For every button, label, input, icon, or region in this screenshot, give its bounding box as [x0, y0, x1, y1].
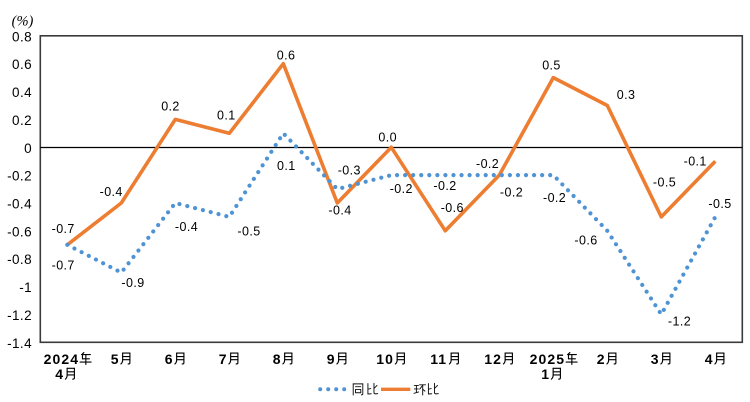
svg-text:-0.2: -0.2 [476, 157, 499, 171]
svg-text:-1.2: -1.2 [7, 308, 32, 323]
svg-text:(%): (%) [12, 14, 34, 30]
svg-text:-1.4: -1.4 [7, 336, 32, 351]
svg-text:6: 6 [165, 351, 174, 367]
svg-text:-0.2: -0.2 [390, 182, 413, 196]
svg-text:4: 4 [705, 351, 714, 367]
svg-text:4: 4 [55, 366, 64, 382]
svg-text:-0.2: -0.2 [433, 179, 456, 193]
svg-text:-0.6: -0.6 [574, 234, 597, 248]
svg-text:0.2: 0.2 [12, 113, 32, 128]
svg-text:-1: -1 [19, 280, 32, 295]
svg-text:-0.2: -0.2 [500, 185, 523, 199]
svg-text:5: 5 [111, 351, 120, 367]
svg-text:12: 12 [484, 351, 502, 367]
svg-text:-0.4: -0.4 [100, 185, 123, 199]
svg-text:-0.7: -0.7 [52, 222, 75, 236]
svg-text:-0.2: -0.2 [543, 191, 566, 205]
svg-text:0.8: 0.8 [12, 29, 32, 44]
svg-text:-0.6: -0.6 [441, 201, 464, 215]
svg-text:-0.6: -0.6 [7, 224, 32, 239]
svg-text:0.1: 0.1 [277, 159, 296, 173]
svg-text:7: 7 [219, 351, 228, 367]
svg-text:-0.7: -0.7 [52, 259, 75, 273]
svg-text:0.0: 0.0 [378, 131, 397, 145]
svg-text:-0.4: -0.4 [175, 220, 198, 234]
svg-text:1: 1 [541, 366, 550, 382]
svg-text:-0.8: -0.8 [7, 252, 32, 267]
svg-text:0.3: 0.3 [617, 88, 636, 102]
svg-text:-0.5: -0.5 [708, 197, 731, 211]
svg-text:-0.1: -0.1 [684, 154, 707, 168]
svg-text:-1.2: -1.2 [668, 315, 691, 329]
svg-text:10: 10 [376, 351, 394, 367]
svg-text:11: 11 [430, 351, 447, 367]
svg-text:2025: 2025 [530, 351, 566, 367]
svg-text:0.4: 0.4 [12, 85, 32, 100]
svg-text:0.5: 0.5 [542, 59, 561, 73]
svg-text:0.6: 0.6 [12, 57, 32, 72]
svg-text:0.2: 0.2 [161, 100, 180, 114]
svg-text:-0.5: -0.5 [653, 176, 676, 190]
svg-text:2: 2 [597, 351, 606, 367]
svg-text:-0.4: -0.4 [328, 204, 351, 218]
svg-text:0: 0 [24, 141, 32, 156]
svg-text:3: 3 [651, 351, 660, 367]
svg-text:2024: 2024 [44, 351, 80, 367]
svg-text:0.1: 0.1 [217, 109, 236, 123]
svg-text:-0.2: -0.2 [7, 169, 32, 184]
svg-text:-0.3: -0.3 [338, 164, 361, 178]
svg-text:9: 9 [327, 351, 336, 367]
svg-text:-0.4: -0.4 [7, 197, 32, 212]
svg-text:-0.5: -0.5 [237, 225, 260, 239]
svg-text:0.6: 0.6 [277, 49, 296, 63]
svg-text:8: 8 [273, 351, 282, 367]
svg-text:-0.9: -0.9 [121, 276, 144, 290]
